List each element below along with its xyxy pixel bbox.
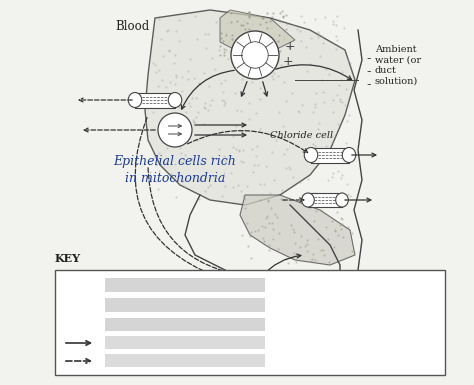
Ellipse shape xyxy=(304,147,318,162)
Text: Epithelial cells rich
in mitochondria: Epithelial cells rich in mitochondria xyxy=(114,154,237,186)
Bar xyxy=(105,336,265,349)
Bar xyxy=(105,278,265,292)
Text: Blood: Blood xyxy=(115,20,149,33)
Circle shape xyxy=(231,31,279,79)
Polygon shape xyxy=(240,195,355,265)
Ellipse shape xyxy=(59,319,69,331)
Text: Ambient
water (or
duct
solution): Ambient water (or duct solution) xyxy=(375,45,421,85)
Bar xyxy=(105,354,265,367)
Ellipse shape xyxy=(342,147,356,162)
Text: -: - xyxy=(366,78,371,91)
Polygon shape xyxy=(145,10,355,205)
Text: Chloride cell: Chloride cell xyxy=(270,131,333,140)
Ellipse shape xyxy=(168,92,182,107)
Ellipse shape xyxy=(128,92,142,107)
Ellipse shape xyxy=(84,319,95,331)
Bar xyxy=(105,298,265,312)
Text: +: + xyxy=(283,55,293,68)
Bar xyxy=(105,318,265,331)
Text: +: + xyxy=(285,40,296,53)
Polygon shape xyxy=(135,92,175,107)
Bar xyxy=(55,270,445,375)
Ellipse shape xyxy=(336,193,348,207)
Ellipse shape xyxy=(301,193,314,207)
Polygon shape xyxy=(308,193,342,207)
Polygon shape xyxy=(64,319,90,331)
Polygon shape xyxy=(311,147,349,162)
Text: -: - xyxy=(366,65,371,78)
Circle shape xyxy=(67,295,87,315)
Circle shape xyxy=(66,274,88,296)
Circle shape xyxy=(158,113,192,147)
Polygon shape xyxy=(220,10,295,55)
Text: -: - xyxy=(366,52,371,65)
Text: KEY: KEY xyxy=(55,253,81,264)
